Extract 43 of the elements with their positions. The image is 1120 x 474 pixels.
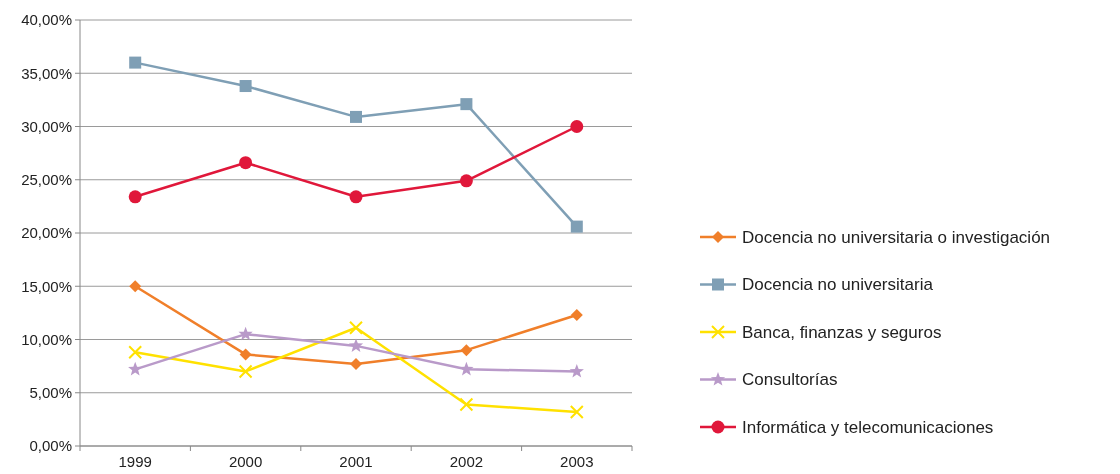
x-tick-label: 1999 [118,453,152,470]
y-tick-label: 25,00% [21,171,72,188]
point [129,280,142,293]
point [570,120,584,133]
point [128,190,142,204]
point [238,326,253,341]
point [570,309,583,322]
point [459,174,473,188]
point [239,348,252,361]
y-tick-label: 0,00% [29,437,72,455]
point [350,110,362,123]
legend-label: Docencia no universitaria o investigación [742,227,1051,247]
point [459,397,474,412]
point [239,156,253,170]
y-tick-label: 15,00% [21,277,72,295]
point [349,190,363,204]
x-tick-label: 2003 [560,453,594,470]
point [460,98,473,111]
point [459,361,474,376]
point [348,338,364,352]
x-tick-label: 2001 [339,453,373,470]
point [129,56,142,69]
point [569,404,584,419]
y-tick-label: 40,00% [21,11,72,29]
y-tick-label: 20,00% [21,224,72,242]
point [239,80,252,93]
x-tick-label: 2002 [449,453,484,470]
y-tick-label: 35,00% [21,64,72,82]
legend-label: Banca, finanzas y seguros [742,322,942,342]
x-tick-label: 2000 [228,453,263,470]
point [570,220,583,233]
y-tick-label: 10,00% [21,330,72,348]
y-tick-label: 30,00% [21,117,72,135]
legend-label: Consultorías [742,370,838,390]
point [349,320,363,335]
point [128,345,143,360]
legend-label: Informática y telecomunicaciones [742,417,994,437]
point [350,358,362,370]
y-tick-label: 5,00% [29,384,72,401]
point [569,363,584,378]
point [238,364,253,379]
legend-label: Docencia no universitaria [742,275,934,295]
point [460,344,473,357]
